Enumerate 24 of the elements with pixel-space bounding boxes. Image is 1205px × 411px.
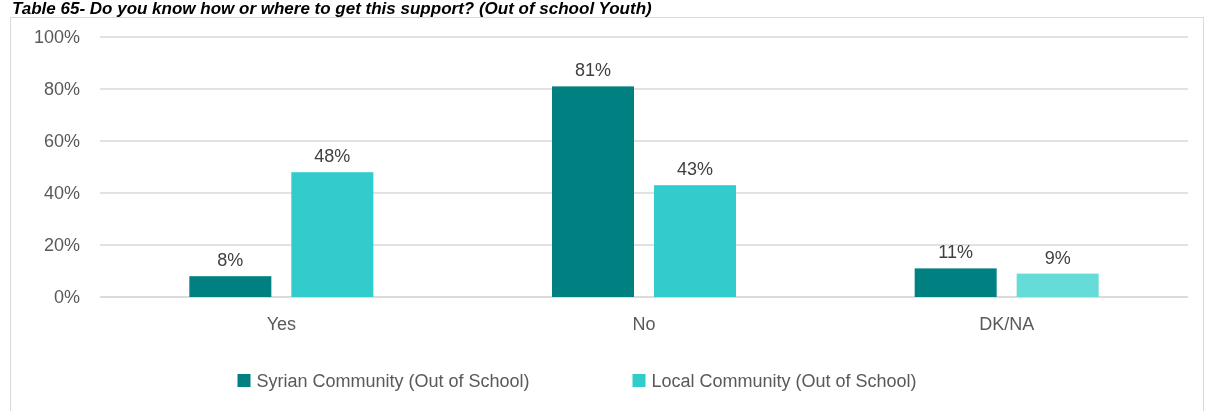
- y-tick-label: 40%: [43, 183, 80, 204]
- y-tick-label: 0%: [53, 287, 80, 308]
- legend-label: Local Community (Out of School): [651, 371, 917, 392]
- y-tick-label: 20%: [43, 235, 80, 256]
- x-tick-label: DK/NA: [979, 314, 1035, 334]
- bar: [189, 276, 272, 297]
- bar: [291, 172, 374, 297]
- y-tick-label: 100%: [33, 27, 80, 48]
- text: 8%: [217, 250, 244, 271]
- x-tick-label: No: [632, 314, 656, 334]
- y-tick-label: 80%: [43, 79, 80, 100]
- text: 81%: [574, 60, 612, 81]
- text: 43%: [676, 159, 714, 180]
- text: 9%: [1044, 247, 1071, 268]
- chart-title: Table 65- Do you know how or where to get this support? (Out of school Youth): [12, 0, 653, 18]
- y-tick-label: 60%: [43, 131, 80, 152]
- text: 11%: [938, 242, 974, 263]
- bar: [552, 86, 634, 297]
- bar: [654, 185, 736, 297]
- x-tick-label: Yes: [266, 314, 297, 334]
- bar: [1016, 273, 1099, 297]
- legend-label: Syrian Community (Out of School): [256, 371, 530, 392]
- text: 48%: [314, 146, 351, 167]
- bar: [914, 268, 997, 297]
